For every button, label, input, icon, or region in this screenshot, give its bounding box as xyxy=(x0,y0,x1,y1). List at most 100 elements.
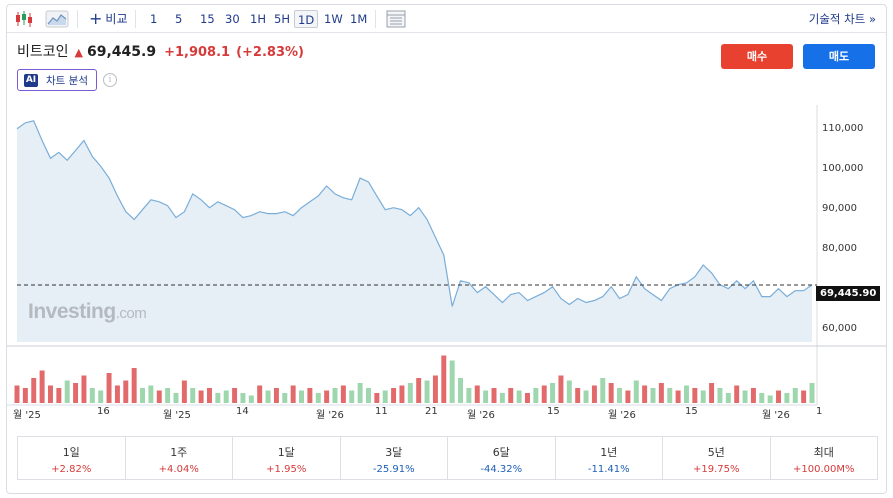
performance-cell[interactable]: 6달 -44.32% xyxy=(448,437,556,479)
interval-1m[interactable]: 1M xyxy=(350,12,368,26)
x-tick-label: 21 xyxy=(425,406,438,417)
performance-value: +100.00M% xyxy=(793,464,855,475)
compare-label: 비교 xyxy=(105,12,128,26)
sell-button[interactable]: 매도 xyxy=(803,44,875,69)
performance-cell[interactable]: 최대 +100.00M% xyxy=(771,437,878,479)
performance-period: 1년 xyxy=(600,446,618,459)
technical-chart-link[interactable]: 기술적 차트 » xyxy=(808,12,876,26)
toolbar-divider xyxy=(135,10,136,28)
volume-bar xyxy=(240,393,246,403)
volume-bar xyxy=(617,388,623,403)
performance-period: 최대 xyxy=(813,446,834,459)
volume-bar xyxy=(190,388,196,403)
chart-toolbar: + 비교 1 5 15 30 1H 5H 1D 1W 1M 기술적 차트 » xyxy=(7,5,886,33)
volume-bar xyxy=(583,390,589,403)
volume-bar xyxy=(801,390,807,403)
performance-value: +4.04% xyxy=(158,464,199,475)
performance-period: 1달 xyxy=(277,446,295,459)
last-price-marker: 69,445.90 xyxy=(816,286,881,301)
volume-bar xyxy=(650,388,656,403)
volume-bar xyxy=(14,385,20,403)
performance-cell[interactable]: 1달 +1.95% xyxy=(233,437,341,479)
price-line xyxy=(16,120,813,307)
ai-chart-analysis-button[interactable]: AI 차트 분석 xyxy=(17,69,97,91)
volume-bar xyxy=(533,388,539,403)
volume-bar xyxy=(391,388,397,403)
volume-bar xyxy=(248,395,254,403)
watermark-domain: .com xyxy=(115,305,147,322)
info-icon[interactable]: i xyxy=(103,73,117,87)
performance-cell[interactable]: 1주 +4.04% xyxy=(126,437,233,479)
volume-bar xyxy=(39,370,45,403)
volume-bar xyxy=(399,385,405,403)
volume-bar xyxy=(600,378,606,403)
volume-bar xyxy=(131,368,137,403)
volume-bar xyxy=(709,383,715,403)
interval-15[interactable]: 15 xyxy=(200,12,215,26)
x-tick-label: 월 '25 xyxy=(163,410,191,421)
candlestick-chart-icon[interactable] xyxy=(13,9,35,29)
volume-bar xyxy=(215,393,221,403)
volume-bar xyxy=(299,390,305,403)
volume-bar xyxy=(114,385,120,403)
buy-button[interactable]: 매수 xyxy=(721,44,793,69)
volume-bar xyxy=(683,385,689,403)
performance-cell[interactable]: 1일 +2.82% xyxy=(18,437,126,479)
area-chart-icon[interactable] xyxy=(45,9,69,29)
price-chart[interactable]: Investing.com 110,000 100,000 90,000 80,… xyxy=(7,105,886,423)
volume-bar xyxy=(483,390,489,403)
interval-30[interactable]: 30 xyxy=(225,12,240,26)
volume-bar xyxy=(734,385,740,403)
x-tick-label: 월 '26 xyxy=(762,410,790,421)
interval-5[interactable]: 5 xyxy=(175,12,183,26)
compare-button[interactable]: + 비교 xyxy=(89,10,128,27)
performance-value: +2.82% xyxy=(51,464,92,475)
volume-bar xyxy=(89,388,95,403)
volume-bar xyxy=(491,388,497,403)
performance-cell[interactable]: 1년 -11.41% xyxy=(556,437,663,479)
interval-1w[interactable]: 1W xyxy=(324,12,343,26)
volume-bar xyxy=(31,378,37,403)
volume-bar xyxy=(173,393,179,403)
table-view-icon[interactable] xyxy=(385,9,407,29)
x-tick-label: 1 xyxy=(816,406,823,417)
volume-bar xyxy=(725,393,731,403)
volume-bar xyxy=(566,380,572,403)
volume-bar xyxy=(575,388,581,403)
volume-bar xyxy=(382,390,388,403)
price-header: 비트코인 ▲ 69,445.9 +1,908.1 (+2.83%) xyxy=(17,41,304,61)
interval-1[interactable]: 1 xyxy=(150,12,158,26)
toolbar-divider xyxy=(375,10,376,28)
performance-cell[interactable]: 5년 +19.75% xyxy=(663,437,771,479)
volume-bar xyxy=(633,380,639,403)
y-tick-label: 90,000 xyxy=(822,203,857,214)
volume-bar xyxy=(232,388,238,403)
performance-period: 1일 xyxy=(62,446,80,459)
interval-1h[interactable]: 1H xyxy=(250,12,266,26)
volume-bar xyxy=(407,383,413,403)
performance-period: 6달 xyxy=(492,446,510,459)
chart-widget: + 비교 1 5 15 30 1H 5H 1D 1W 1M 기술적 차트 » 비… xyxy=(6,4,887,494)
volume-bar xyxy=(767,395,773,403)
watermark-brand: Investing xyxy=(28,300,116,323)
volume-bar xyxy=(784,393,790,403)
volume-bar xyxy=(357,383,363,403)
volume-bar xyxy=(140,388,146,403)
volume-bar xyxy=(432,375,438,403)
volume-bar xyxy=(106,373,112,403)
x-tick-label: 15 xyxy=(547,406,560,417)
volume-bar xyxy=(307,388,313,403)
volume-bar xyxy=(223,390,229,403)
volume-bar xyxy=(742,390,748,403)
volume-bar xyxy=(667,388,673,403)
volume-bar xyxy=(642,385,648,403)
volume-bar xyxy=(365,388,371,403)
volume-bar xyxy=(206,388,212,403)
volume-bar xyxy=(181,380,187,403)
volume-bar xyxy=(717,388,723,403)
interval-1d[interactable]: 1D xyxy=(294,10,319,28)
performance-cell[interactable]: 3달 -25.91% xyxy=(341,437,448,479)
interval-5h[interactable]: 5H xyxy=(274,12,290,26)
volume-bar xyxy=(458,378,464,403)
ai-chart-analysis-label: 차트 분석 xyxy=(46,74,88,87)
